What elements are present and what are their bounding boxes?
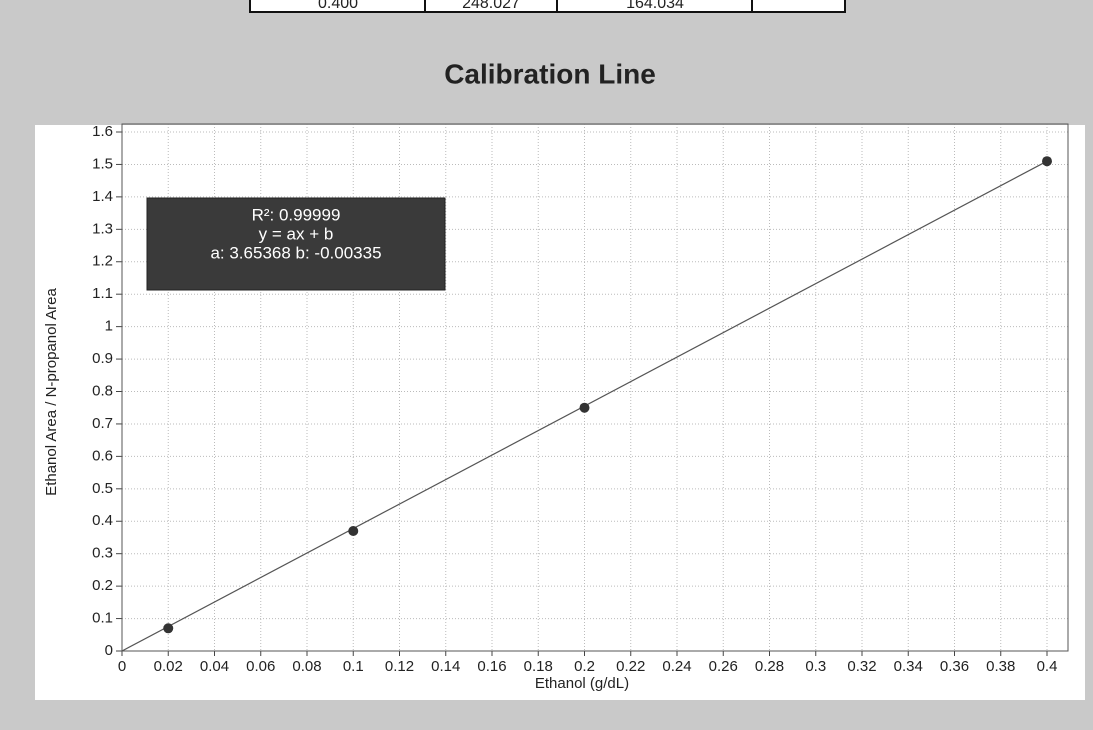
table-row bbox=[249, 0, 846, 13]
y-tick-label: 0 bbox=[105, 642, 113, 659]
y-tick-label: 1.4 bbox=[92, 188, 113, 205]
annotation-text: y = ax + b bbox=[259, 224, 334, 243]
x-tick-label: 0.04 bbox=[200, 658, 229, 675]
x-tick-label: 0.24 bbox=[662, 658, 691, 675]
x-tick-label: 0.4 bbox=[1037, 658, 1058, 675]
y-tick-label: 1.6 bbox=[92, 123, 113, 140]
y-tick-label: 0.1 bbox=[92, 610, 113, 627]
y-tick-label: 0.9 bbox=[92, 350, 113, 367]
x-tick-label: 0.22 bbox=[616, 658, 645, 675]
x-tick-label: 0.36 bbox=[940, 658, 969, 675]
x-tick-label: 0.34 bbox=[894, 658, 923, 675]
table-cell: 164.034 bbox=[626, 0, 684, 12]
x-tick-label: 0 bbox=[118, 658, 126, 675]
y-tick-label: 0.3 bbox=[92, 545, 113, 562]
y-axis-label: Ethanol Area / N-propanol Area bbox=[43, 288, 60, 496]
x-tick-label: 0.16 bbox=[477, 658, 506, 675]
y-tick-label: 0.6 bbox=[92, 447, 113, 464]
x-tick-label: 0.2 bbox=[574, 658, 595, 675]
x-axis-label: Ethanol (g/dL) bbox=[535, 675, 629, 692]
x-tick-label: 0.14 bbox=[431, 658, 460, 675]
data-point bbox=[163, 623, 174, 634]
x-tick-label: 0.1 bbox=[343, 658, 364, 675]
x-tick-label: 0.18 bbox=[524, 658, 553, 675]
x-tick-label: 0.02 bbox=[154, 658, 183, 675]
y-tick-label: 1.1 bbox=[92, 285, 113, 302]
table-cell: 0.400 bbox=[318, 0, 358, 12]
annotation-box bbox=[146, 197, 446, 291]
y-tick-label: 0.7 bbox=[92, 415, 113, 432]
x-tick-label: 0.26 bbox=[709, 658, 738, 675]
y-tick-label: 0.8 bbox=[92, 382, 113, 399]
data-point bbox=[348, 525, 359, 536]
annotation-text: R²: 0.99999 bbox=[252, 205, 341, 224]
y-tick-label: 1.2 bbox=[92, 253, 113, 270]
table-cell: 248.027 bbox=[462, 0, 520, 12]
y-tick-label: 0.4 bbox=[92, 512, 113, 529]
x-tick-label: 0.38 bbox=[986, 658, 1015, 675]
x-tick-label: 0.08 bbox=[292, 658, 321, 675]
x-tick-label: 0.32 bbox=[847, 658, 876, 675]
y-tick-label: 1.3 bbox=[92, 220, 113, 237]
data-point bbox=[579, 402, 590, 413]
x-tick-label: 0.12 bbox=[385, 658, 414, 675]
x-tick-label: 0.28 bbox=[755, 658, 784, 675]
y-tick-label: 0.5 bbox=[92, 480, 113, 497]
chart-title: Calibration Line bbox=[444, 58, 656, 89]
plot-frame bbox=[121, 123, 1069, 652]
data-point bbox=[1042, 156, 1052, 167]
x-tick-label: 0.3 bbox=[805, 658, 826, 675]
y-tick-label: 1.5 bbox=[92, 155, 113, 172]
y-tick-label: 1 bbox=[105, 318, 113, 335]
y-tick-label: 0.2 bbox=[92, 577, 113, 594]
annotation-text: a: 3.65368 b: -0.00335 bbox=[210, 243, 381, 262]
x-tick-label: 0.06 bbox=[246, 658, 275, 675]
